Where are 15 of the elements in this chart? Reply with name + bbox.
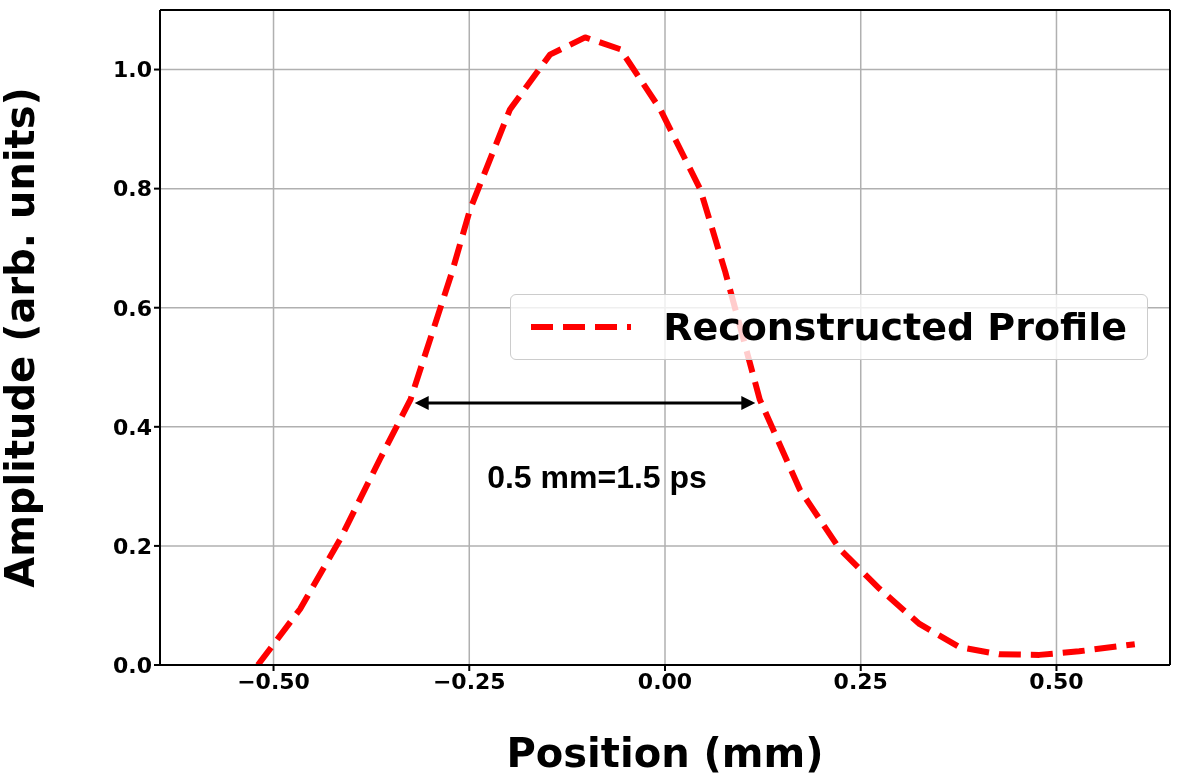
y-tick-label: 0.0 — [113, 652, 152, 678]
annotation: 0.5 mm=1.5 ps — [487, 459, 707, 495]
x-tick-label: −0.50 — [237, 668, 310, 694]
y-tick-label: 0.8 — [113, 176, 152, 202]
x-tick-label: 0.00 — [637, 668, 693, 694]
y-tick-label: 1.0 — [113, 57, 152, 83]
y-tick-label: 0.4 — [113, 414, 152, 440]
legend-label: Reconstructed Profile — [663, 305, 1127, 349]
y-axis-title: Amplitude (arb. units) — [0, 87, 44, 588]
x-axis-title: Position (mm) — [506, 730, 824, 775]
x-tick-label: −0.25 — [432, 668, 506, 694]
x-tick-label: 0.25 — [833, 668, 888, 694]
x-tick-label: 0.50 — [1029, 668, 1084, 694]
y-tick-label: 0.6 — [113, 295, 152, 321]
y-tick-label: 0.2 — [113, 533, 152, 559]
